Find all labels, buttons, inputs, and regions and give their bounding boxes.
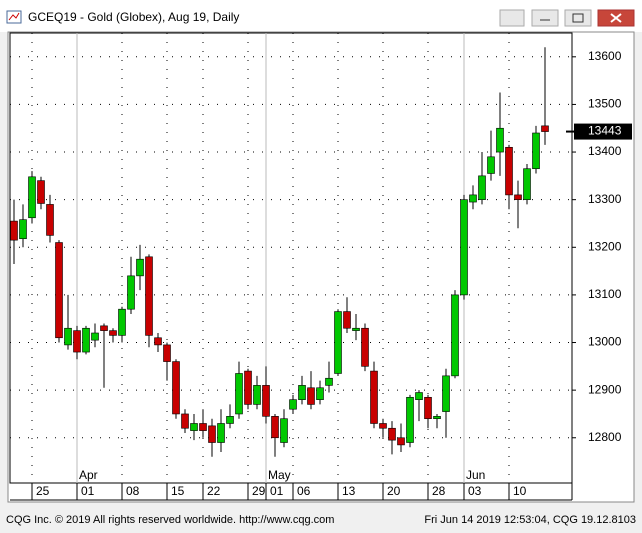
candle-body (460, 199, 468, 296)
candle-body (28, 176, 36, 219)
y-tick-label: 13500 (588, 97, 622, 111)
candle-body (370, 370, 378, 424)
candle-body (55, 242, 63, 339)
candle-body (406, 396, 414, 443)
footer-timestamp: Fri Jun 14 2019 12:53:04, CQG 19.12.8103 (424, 514, 636, 526)
candle-body (163, 344, 171, 362)
candle-body (532, 132, 540, 170)
candle-body (298, 385, 306, 400)
candle-body (379, 423, 387, 429)
candle-body (190, 423, 198, 431)
candle-body (325, 377, 333, 386)
candle-body (433, 416, 441, 420)
candle-body (82, 327, 90, 353)
candle-body (199, 423, 207, 431)
candle-body (118, 308, 126, 336)
last-price-tag (574, 123, 632, 140)
candle-body (289, 399, 297, 410)
candle-body (46, 204, 54, 236)
x-tick-label: 01 (81, 484, 95, 498)
y-tick-label: 13400 (588, 144, 622, 158)
maximize-button[interactable] (564, 9, 592, 27)
candle-body (487, 156, 495, 174)
candle-body (100, 325, 108, 331)
candle-body (307, 387, 315, 405)
last-price-label: 13443 (588, 124, 622, 138)
candle-body (523, 168, 531, 200)
candle-body (451, 294, 459, 377)
y-tick-label: 12900 (588, 382, 622, 396)
candle-body (145, 256, 153, 336)
candle-body (361, 327, 369, 367)
candle-body (343, 311, 351, 329)
candle-body (235, 373, 243, 415)
x-tick-label: 03 (468, 484, 482, 498)
window-title: GCEQ19 - Gold (Globex), Aug 19, Daily (28, 10, 239, 24)
candle-body (352, 327, 360, 331)
x-tick-label: 06 (297, 484, 311, 498)
candle-body (172, 361, 180, 415)
x-tick-label: 22 (207, 484, 221, 498)
candle-body (73, 330, 81, 353)
candle-body (127, 275, 135, 310)
link-button[interactable] (499, 9, 525, 27)
candle-body (334, 311, 342, 374)
candle-body (388, 427, 396, 441)
candle-body (469, 194, 477, 203)
candle-body (496, 127, 504, 153)
candle-body (415, 392, 423, 400)
x-tick-label: 13 (342, 484, 356, 498)
y-tick-label: 13200 (588, 239, 622, 253)
x-tick-label: 29 (252, 484, 266, 498)
x-tick-label: 28 (432, 484, 446, 498)
candle-body (136, 258, 144, 277)
candle-body (19, 219, 27, 240)
month-label: May (268, 468, 291, 482)
candle-body (64, 327, 72, 346)
candle-body (442, 375, 450, 412)
candle-body (505, 146, 513, 196)
maximize-icon (572, 13, 584, 23)
x-tick-label: 10 (513, 484, 527, 498)
candle-body (244, 370, 252, 405)
x-tick-label: 15 (171, 484, 185, 498)
month-label: Apr (79, 468, 98, 482)
window-icon (6, 10, 22, 24)
y-tick-label: 13600 (588, 49, 622, 63)
footer-copyright: CQG Inc. © 2019 All rights reserved worl… (6, 514, 334, 526)
candle-body (316, 387, 324, 400)
candle-body (397, 437, 405, 446)
y-tick-label: 13100 (588, 287, 622, 301)
month-label: Jun (466, 468, 485, 482)
y-tick-label: 12800 (588, 430, 622, 444)
candle-body (10, 220, 18, 241)
candle-body (91, 332, 99, 341)
x-tick-label: 01 (270, 484, 284, 498)
candle-body (109, 330, 117, 336)
candle-body (217, 423, 225, 443)
candle-body (541, 125, 549, 132)
candle-body (424, 396, 432, 420)
candle-body (271, 416, 279, 439)
candle-body (253, 385, 261, 405)
plot-area (9, 32, 573, 484)
candle-body (226, 416, 234, 424)
y-tick-label: 13300 (588, 192, 622, 206)
window-icon-line (8, 12, 20, 21)
candle-body (154, 337, 162, 346)
x-tick-label: 20 (387, 484, 401, 498)
x-tick-label: 25 (36, 484, 50, 498)
close-icon (610, 13, 622, 23)
y-tick-label: 13000 (588, 335, 622, 349)
candle-body (181, 413, 189, 429)
minimize-button[interactable] (531, 9, 559, 27)
candle-body (478, 175, 486, 200)
x-tick-label: 08 (126, 484, 140, 498)
candle-body (262, 385, 270, 417)
candle-body (37, 180, 45, 204)
candle-body (208, 425, 216, 443)
candle-body (514, 194, 522, 200)
candle-body (280, 418, 288, 443)
